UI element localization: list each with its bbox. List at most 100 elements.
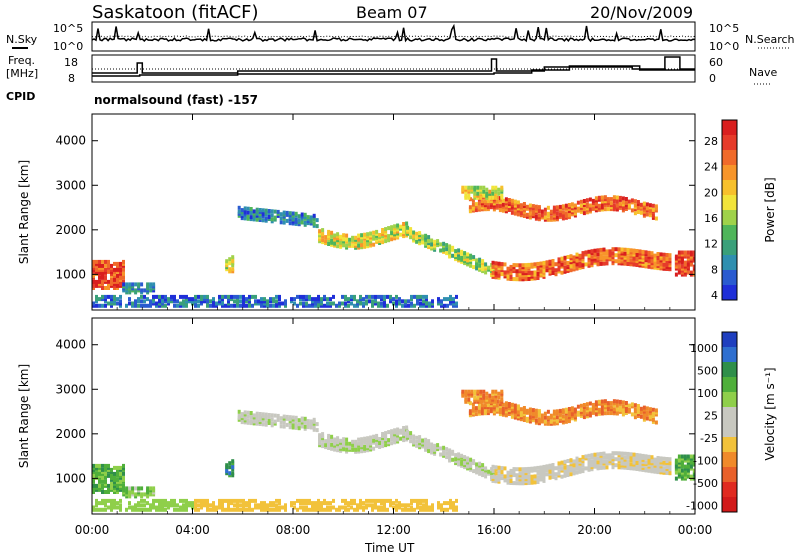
velocity-cell [348, 445, 352, 450]
power-cell [258, 208, 262, 212]
power-cell [473, 185, 477, 190]
power-cell [543, 211, 547, 216]
power-cell [317, 294, 320, 299]
power-cell [468, 205, 472, 210]
power-cell [522, 202, 526, 206]
power-cell [555, 215, 559, 220]
power-cell [308, 294, 311, 299]
velocity-cell [249, 413, 253, 418]
velocity-cell [389, 498, 392, 503]
power-cell [624, 197, 628, 201]
velocity-cell [549, 419, 553, 424]
velocity-cell [294, 423, 298, 428]
power-cell [107, 279, 110, 284]
power-cell [261, 218, 265, 223]
power-cell [240, 208, 244, 213]
velocity-cell [212, 501, 215, 506]
velocity-cell [312, 425, 316, 430]
velocity-cell [488, 399, 492, 404]
power-cell [600, 195, 604, 200]
power-cell [369, 231, 373, 236]
power-cell [308, 297, 311, 302]
velocity-cell [185, 503, 188, 508]
velocity-cell [686, 454, 690, 459]
velocity-cell [440, 503, 443, 508]
power-cell [299, 297, 302, 302]
velocity-cell [389, 503, 392, 508]
velocity-cell [540, 417, 544, 422]
velocity-cell [633, 415, 637, 420]
power-cell [486, 199, 490, 204]
power-cell [152, 294, 155, 299]
velocity-cell [518, 467, 522, 472]
velocity-cell [267, 419, 271, 423]
power-cell [473, 191, 477, 196]
power-cell [329, 297, 332, 302]
velocity-cell [425, 498, 428, 503]
power-cell [113, 286, 116, 290]
velocity-cell [522, 406, 526, 410]
power-cell [386, 303, 389, 308]
velocity-cell [409, 431, 413, 436]
velocity-cell [326, 505, 329, 510]
velocity-cell [460, 459, 464, 464]
power-cell [344, 301, 347, 306]
power-cell [227, 294, 230, 299]
station-title: Saskatoon (fitACF) [92, 2, 259, 23]
velocity-cell [272, 503, 275, 508]
velocity-cell [647, 468, 651, 473]
velocity-cell [521, 467, 525, 472]
power-cell [218, 294, 221, 299]
velocity-cell [158, 505, 161, 510]
power-cell [437, 297, 440, 302]
power-cell [576, 200, 580, 205]
power-cell [92, 273, 95, 278]
power-cell [357, 233, 361, 238]
power-cell [546, 217, 550, 222]
velocity-cell [689, 474, 693, 479]
power-cell [128, 297, 131, 302]
velocity-cell [431, 503, 434, 508]
velocity-cell [255, 411, 259, 416]
power-cell [363, 234, 367, 239]
colorbar-tick-label: 24 [704, 161, 718, 174]
power-cell [278, 303, 281, 308]
power-cell [110, 263, 113, 268]
velocity-cell [644, 466, 648, 471]
power-cell [377, 294, 380, 299]
power-cell [593, 252, 597, 257]
power-cell [436, 239, 440, 244]
power-cell [537, 213, 541, 218]
power-cell [279, 216, 283, 221]
power-cell [314, 299, 317, 304]
power-cell [623, 247, 627, 252]
power-cell [390, 225, 394, 230]
power-cell [467, 185, 471, 190]
velocity-cell [336, 448, 340, 453]
velocity-cell [221, 503, 224, 508]
velocity-cell [173, 507, 176, 512]
power-cell [683, 260, 687, 265]
velocity-cell [200, 498, 203, 503]
power-cell [645, 202, 649, 207]
velocity-cell [308, 501, 311, 506]
velocity-cell [203, 498, 206, 503]
power-cell [185, 299, 188, 304]
velocity-cell [92, 505, 95, 510]
power-cell [200, 301, 203, 306]
power-cell [278, 297, 281, 302]
power-cell [494, 185, 498, 190]
power-cell [389, 297, 392, 302]
velocity-cell [357, 437, 361, 442]
velocity-cell [194, 507, 197, 512]
velocity-cell [476, 395, 480, 400]
velocity-cell [384, 431, 388, 436]
power-cell [315, 218, 319, 223]
power-cell [314, 297, 317, 302]
velocity-cell [606, 411, 610, 416]
velocity-cell [560, 460, 564, 465]
velocity-cell [281, 505, 284, 510]
power-cell [452, 303, 455, 308]
velocity-cell [200, 501, 203, 506]
power-cell [390, 237, 394, 242]
